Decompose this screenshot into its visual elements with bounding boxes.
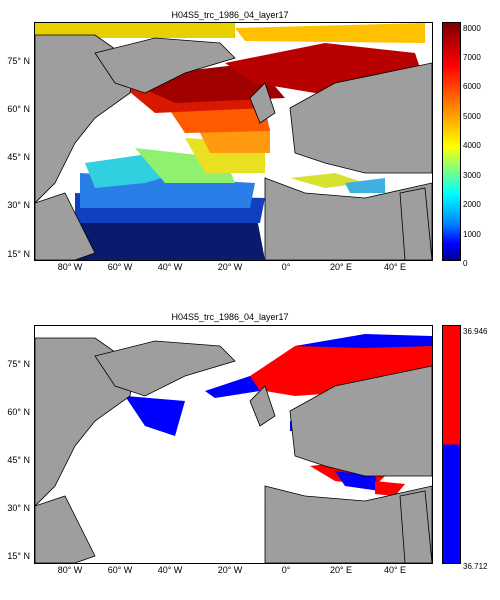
lon-label: 0° (281, 262, 291, 272)
colorbar-tick: 0 (463, 259, 468, 268)
lon-label: 0° (281, 565, 291, 575)
lon-label: 40° W (157, 262, 183, 272)
colorbar-tick: 7000 (463, 53, 481, 62)
colorbar-tick: 4000 (463, 141, 481, 150)
lon-label: 40° E (383, 262, 407, 272)
lat-label: 60° N (7, 407, 30, 417)
colorbar-tick: 6000 (463, 82, 481, 91)
land-masses (35, 337, 432, 563)
map-frame (34, 325, 433, 564)
panel-title: H04S5_trc_1986_04_layer17 (171, 312, 289, 322)
lat-label: 30° N (7, 200, 30, 210)
lon-label: 20° E (329, 565, 353, 575)
colorbar-binary (442, 325, 461, 564)
lon-label: 80° W (57, 262, 83, 272)
colorbar-tick: 36.712 (463, 562, 488, 571)
lon-label: 60° W (107, 262, 133, 272)
colorbar-jet (442, 22, 461, 261)
lon-label: 20° W (217, 262, 243, 272)
lat-label: 45° N (7, 152, 30, 162)
map-frame (34, 22, 433, 261)
colorbar-tick: 2000 (463, 200, 481, 209)
lon-label: 20° E (329, 262, 353, 272)
lon-label: 40° W (157, 565, 183, 575)
lat-label: 15° N (7, 551, 30, 561)
colorbar-tick: 1000 (463, 230, 481, 239)
lon-label: 80° W (57, 565, 83, 575)
lat-label: 75° N (7, 359, 30, 369)
colorbar-tick: 3000 (463, 171, 481, 180)
lat-label: 30° N (7, 503, 30, 513)
lon-label: 60° W (107, 565, 133, 575)
colorbar-tick: 5000 (463, 112, 481, 121)
panel-title: H04S5_trc_1986_04_layer17 (171, 10, 289, 20)
lon-label: 40° E (383, 565, 407, 575)
colorbar-tick: 36.946 (463, 327, 488, 336)
lon-label: 20° W (217, 565, 243, 575)
tracer-field (35, 23, 432, 260)
lat-label: 60° N (7, 104, 30, 114)
colorbar-tick: 8000 (463, 24, 481, 33)
lat-label: 15° N (7, 249, 30, 259)
lat-label: 45° N (7, 455, 30, 465)
land-masses (35, 34, 432, 260)
lat-label: 75° N (7, 56, 30, 66)
